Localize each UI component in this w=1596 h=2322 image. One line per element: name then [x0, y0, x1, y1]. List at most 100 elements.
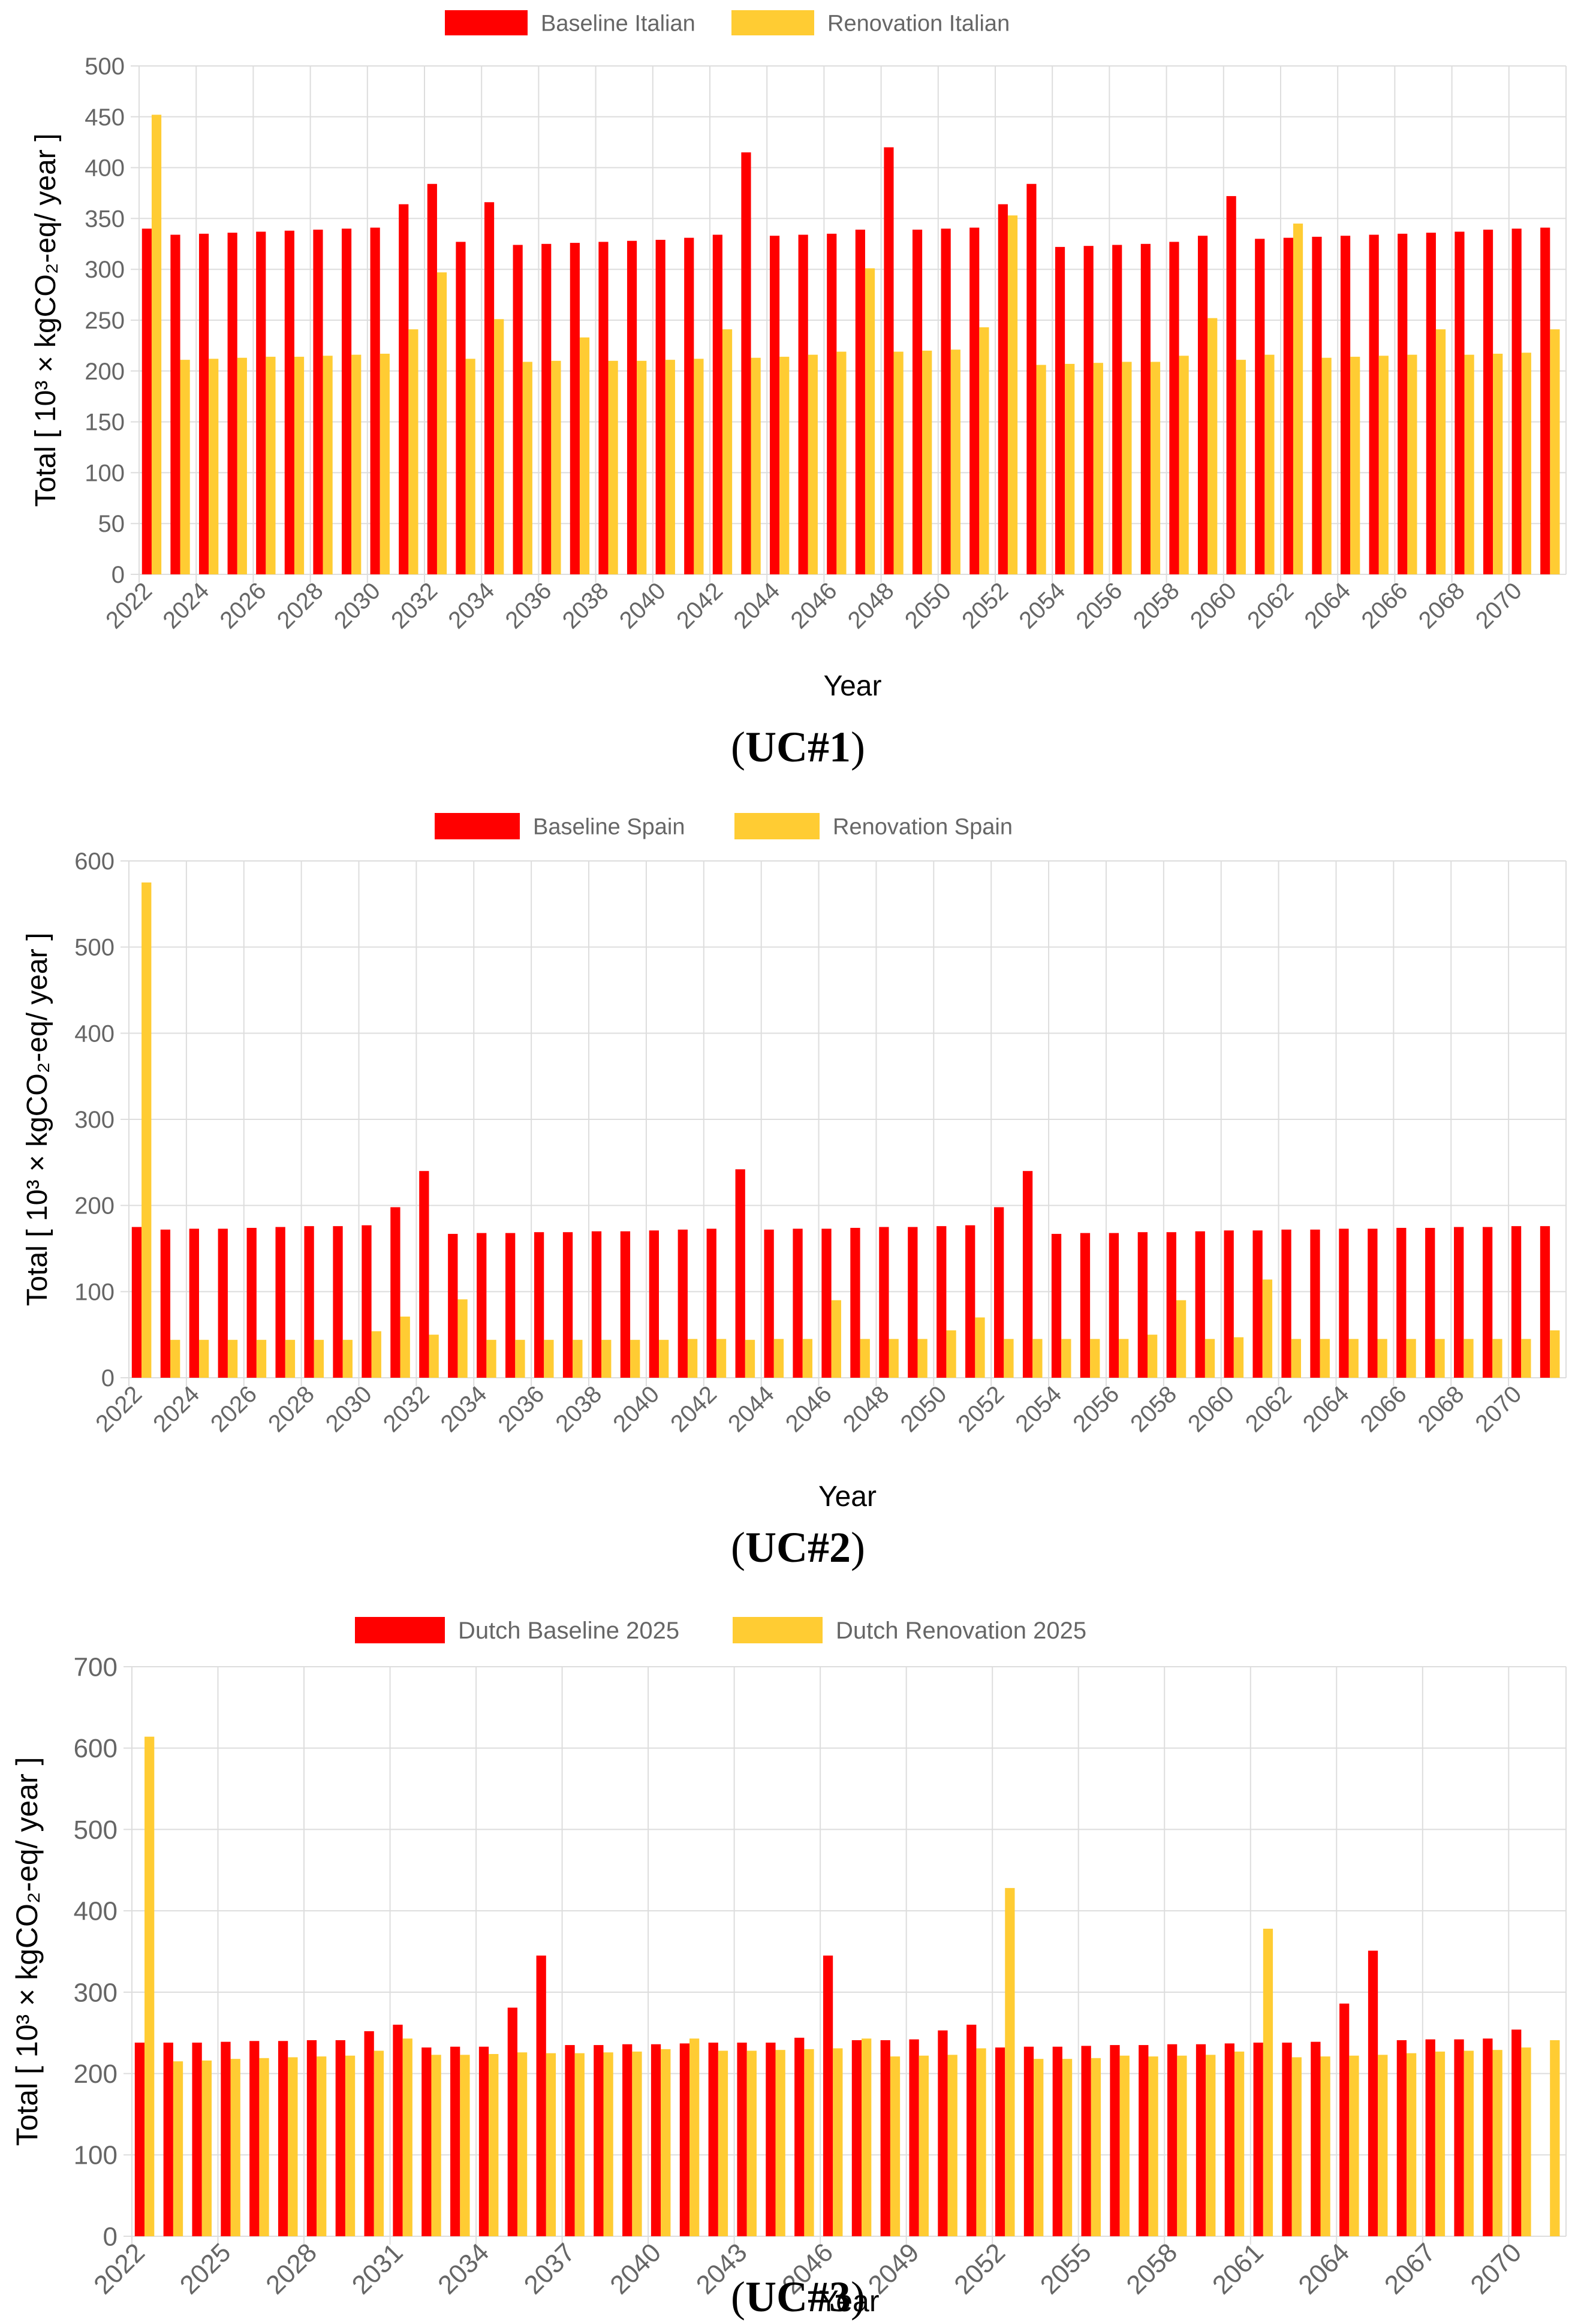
- legend-label-renovation: Renovation Italian: [827, 11, 1010, 36]
- bar-baseline: [507, 2007, 517, 2236]
- bar-baseline: [1224, 1230, 1234, 1378]
- bar-renovation: [804, 2049, 814, 2236]
- bar-renovation: [1147, 1335, 1158, 1378]
- bar-renovation: [950, 350, 960, 574]
- bar-renovation: [1293, 223, 1303, 574]
- bar-baseline: [769, 236, 780, 574]
- bar-renovation: [288, 2057, 298, 2236]
- x-axis-title: Year: [818, 1481, 877, 1513]
- legend-swatch-baseline: [355, 1617, 445, 1643]
- bar-baseline: [364, 2031, 374, 2236]
- legend: Baseline Spain Renovation Spain: [435, 813, 1013, 839]
- y-tick-label: 300: [74, 1107, 115, 1133]
- x-tick-label: 2032: [386, 577, 442, 634]
- bar-baseline: [594, 2045, 604, 2236]
- bar-renovation: [745, 1339, 755, 1378]
- bar-renovation: [573, 1339, 583, 1378]
- bar-renovation: [1179, 356, 1189, 574]
- y-tick-label: 700: [74, 1652, 118, 1682]
- bar-renovation: [457, 1299, 468, 1378]
- x-tick-label: 2034: [436, 1381, 492, 1437]
- bar-renovation: [1264, 354, 1275, 574]
- bar-renovation: [1348, 1339, 1359, 1378]
- bar-baseline: [1022, 1171, 1033, 1378]
- bar-baseline: [421, 2047, 432, 2236]
- bar-renovation: [1493, 353, 1503, 574]
- bar-renovation: [1207, 318, 1218, 574]
- bar-baseline: [1339, 1228, 1349, 1378]
- bar-renovation: [1492, 2050, 1502, 2236]
- bar-baseline: [565, 2045, 575, 2236]
- x-tick-label: 2028: [263, 1381, 320, 1437]
- bar-renovation: [1321, 357, 1332, 574]
- bar-baseline: [284, 230, 294, 574]
- y-tick-label: 600: [74, 848, 115, 875]
- bar-renovation: [773, 1339, 784, 1378]
- bars: [134, 1736, 1560, 2236]
- x-tick-label: 2064: [1299, 577, 1356, 634]
- bar-baseline: [1110, 2045, 1120, 2236]
- x-tick-label: 2024: [158, 577, 214, 634]
- bar-baseline: [969, 227, 980, 574]
- bar-baseline: [1023, 2046, 1034, 2236]
- bar-baseline: [1166, 1232, 1176, 1378]
- bar-baseline: [1511, 1226, 1522, 1378]
- bar-renovation: [400, 1316, 410, 1378]
- bar-renovation: [1406, 1339, 1416, 1378]
- caption-uc1: (UC#1): [731, 723, 865, 771]
- bar-baseline: [938, 2030, 948, 2236]
- x-tick-label: 2028: [272, 577, 329, 634]
- bar-renovation: [661, 2049, 671, 2236]
- x-tick-label: 2042: [671, 577, 728, 634]
- bar-renovation: [342, 1339, 353, 1378]
- bar-baseline: [505, 1233, 516, 1378]
- bar-renovation: [603, 2052, 613, 2236]
- bar-renovation: [551, 360, 561, 574]
- bar-renovation: [687, 1339, 698, 1378]
- bar-baseline: [1226, 196, 1236, 574]
- bar-baseline: [649, 1230, 660, 1378]
- bar-baseline: [484, 202, 495, 574]
- x-tick-label: 2022: [101, 577, 157, 634]
- y-tick-label: 500: [74, 1815, 118, 1845]
- x-tick-label: 2050: [900, 577, 956, 634]
- bar-baseline: [341, 228, 352, 574]
- bar-renovation: [1550, 2040, 1560, 2236]
- bar-renovation: [922, 350, 932, 574]
- bar-renovation: [893, 351, 904, 574]
- x-axis-title: Year: [818, 2284, 879, 2318]
- bar-baseline: [333, 1226, 343, 1378]
- bar-renovation: [1377, 1339, 1387, 1378]
- bar-renovation: [402, 2038, 412, 2236]
- bar-baseline: [1081, 2046, 1091, 2236]
- gridlines: [124, 1666, 1567, 2245]
- bar-baseline: [1540, 227, 1550, 574]
- x-tick-label: 2048: [843, 577, 899, 634]
- bar-renovation: [1206, 2055, 1216, 2236]
- bar-baseline: [679, 2043, 690, 2236]
- bar-baseline: [1026, 183, 1037, 575]
- bar-baseline: [1253, 2043, 1263, 2236]
- y-tick-label: 0: [112, 562, 125, 588]
- bar-renovation: [808, 354, 818, 574]
- bar-baseline: [448, 1234, 458, 1378]
- bar-renovation: [227, 1339, 238, 1378]
- bar-baseline: [198, 233, 209, 575]
- bar-renovation: [1435, 329, 1446, 574]
- bar-renovation: [831, 1300, 841, 1378]
- bar-baseline: [170, 234, 180, 574]
- bar-baseline: [677, 1229, 688, 1378]
- bar-baseline: [1396, 1228, 1407, 1378]
- bar-renovation: [946, 1330, 956, 1378]
- bar-baseline: [735, 1169, 745, 1378]
- y-tick-label: 100: [74, 2141, 118, 2170]
- x-tick-label: 2066: [1357, 577, 1413, 634]
- bar-renovation: [718, 2050, 728, 2236]
- bar-baseline: [134, 2043, 145, 2236]
- bar-renovation: [408, 329, 418, 574]
- x-tick-label: 2050: [896, 1381, 952, 1437]
- bar-baseline: [541, 243, 552, 574]
- bar-renovation: [1150, 362, 1161, 574]
- x-tick-label: 2046: [786, 577, 842, 634]
